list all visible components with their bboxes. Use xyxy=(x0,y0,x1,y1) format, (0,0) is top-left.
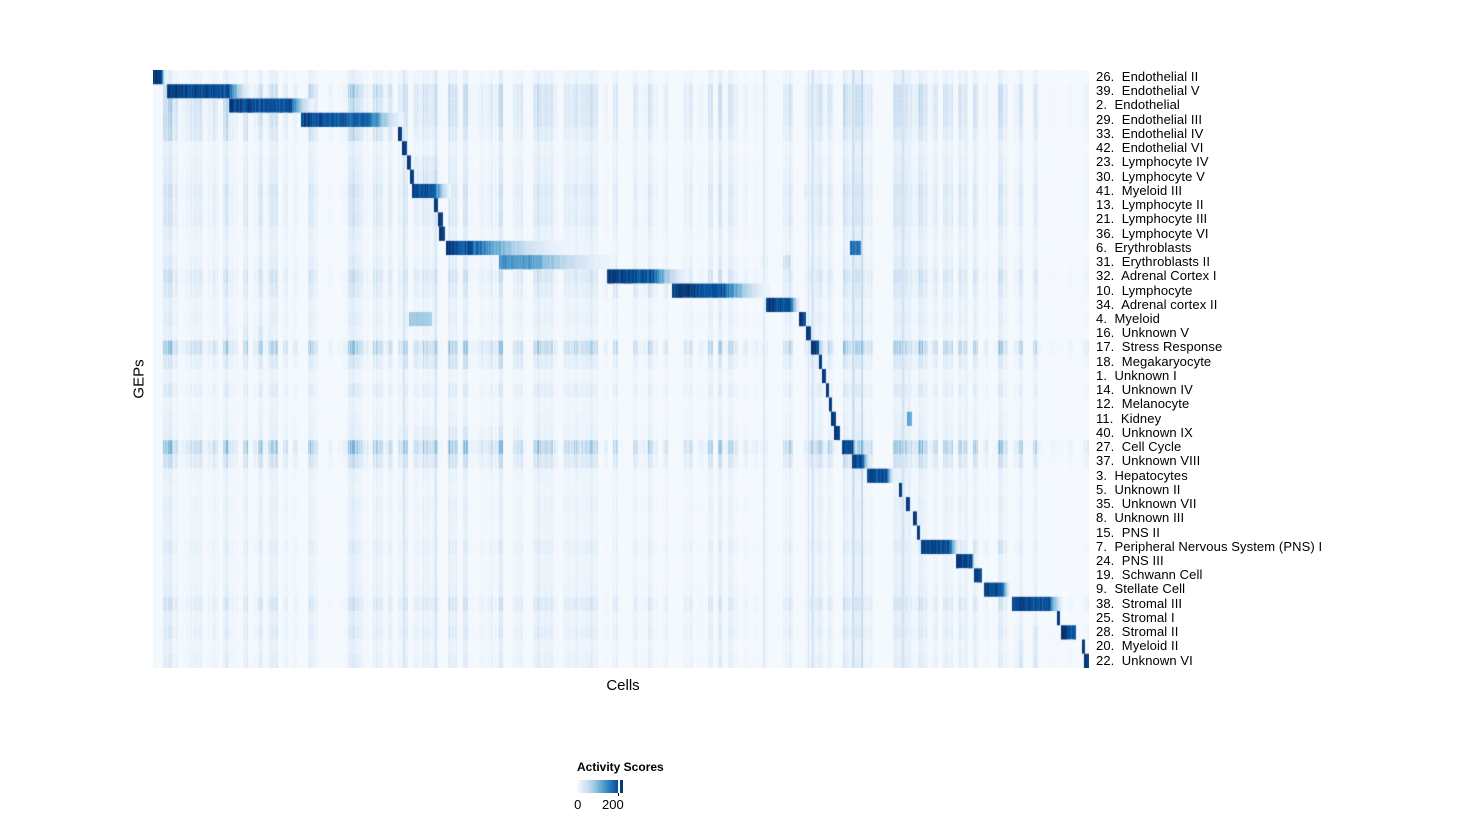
gep-row-label: 40. Unknown IX xyxy=(1096,424,1193,440)
gep-row-label: 26. Endothelial II xyxy=(1096,69,1199,84)
colorbar-max-label: 200 xyxy=(602,797,624,812)
colorbar-legend: Activity Scores 0 200 xyxy=(574,760,717,812)
gep-row-label: 32. Adrenal Cortex I xyxy=(1096,268,1217,284)
gep-row-label: 29. Endothelial III xyxy=(1096,111,1203,127)
gep-row-label: 37. Unknown VIII xyxy=(1096,453,1201,469)
gep-row-label: 20. Myeloid II xyxy=(1096,638,1179,654)
gep-row-label: 19. Schwann Cell xyxy=(1096,567,1203,583)
gep-row-label: 10. Lymphocyte xyxy=(1096,282,1193,298)
heatmap-canvas xyxy=(153,70,1089,668)
gep-row-label: 31. Erythroblasts II xyxy=(1096,254,1211,270)
gep-row-label: 41. Myeloid III xyxy=(1096,182,1183,198)
gep-row-label: 36. Lymphocyte VI xyxy=(1096,225,1209,241)
gep-row-label: 27. Cell Cycle xyxy=(1096,439,1182,455)
gep-row-label: 11. Kidney xyxy=(1096,410,1162,426)
gep-row-label: 13. Lymphocyte II xyxy=(1096,197,1204,213)
gep-row-label: 25. Stromal I xyxy=(1096,609,1175,625)
gep-row-label: 28. Stromal II xyxy=(1096,624,1179,640)
colorbar-tick-mark xyxy=(617,780,620,793)
gep-row-label: 33. Endothelial IV xyxy=(1096,125,1204,141)
gep-row-label: 17. Stress Response xyxy=(1096,339,1223,355)
gep-row-label: 39. Endothelial V xyxy=(1096,83,1200,99)
gep-row-label: 22. Unknown VI xyxy=(1096,652,1193,668)
gep-row-label: 2. Endothelial xyxy=(1096,97,1180,113)
gep-row-label: 16. Unknown V xyxy=(1096,325,1190,341)
gep-row-label: 21. Lymphocyte III xyxy=(1096,211,1208,227)
colorbar-tick-below xyxy=(617,793,619,796)
gep-row-label: 18. Megakaryocyte xyxy=(1096,353,1212,369)
y-axis-label-text: GEPs xyxy=(130,359,148,399)
gep-row-label: 42. Endothelial VI xyxy=(1096,140,1204,156)
gep-row-label: 38. Stromal III xyxy=(1096,595,1183,611)
gep-row-label: 1. Unknown I xyxy=(1096,367,1177,383)
colorbar-gradient xyxy=(577,780,623,796)
gep-row-label: 9. Stellate Cell xyxy=(1096,581,1186,597)
gep-row-label: 23. Lymphocyte IV xyxy=(1096,154,1209,170)
gep-row-label: 4. Myeloid xyxy=(1096,310,1160,326)
gep-row-label: 30. Lymphocyte V xyxy=(1096,168,1205,184)
gep-row-label: 34. Adrenal cortex II xyxy=(1096,296,1218,312)
x-axis-label: Cells xyxy=(606,677,640,694)
legend-title: Activity Scores xyxy=(577,760,664,774)
gep-row-label: 24. PNS III xyxy=(1096,552,1164,568)
gep-row-label: 15. PNS II xyxy=(1096,524,1160,540)
gep-row-label: 14. Unknown IV xyxy=(1096,382,1193,398)
colorbar-min-label: 0 xyxy=(574,797,582,812)
gep-row-labels: 26. Endothelial II 39. Endothelial V 2. En… xyxy=(1096,69,1323,668)
gep-row-label: 3. Hepatocytes xyxy=(1096,467,1188,483)
colorbar-tick-labels: 0 200 xyxy=(574,797,624,812)
gep-row-label: 6. Erythroblasts xyxy=(1096,239,1192,255)
gep-row-label: 7. Peripheral Nervous System (PNS) I xyxy=(1096,538,1323,554)
gep-row-label: 5. Unknown II xyxy=(1096,481,1181,497)
gep-row-label: 12. Melanocyte xyxy=(1096,396,1190,412)
gep-row-label: 35. Unknown VII xyxy=(1096,496,1197,512)
gep-row-label: 8. Unknown III xyxy=(1096,510,1185,526)
